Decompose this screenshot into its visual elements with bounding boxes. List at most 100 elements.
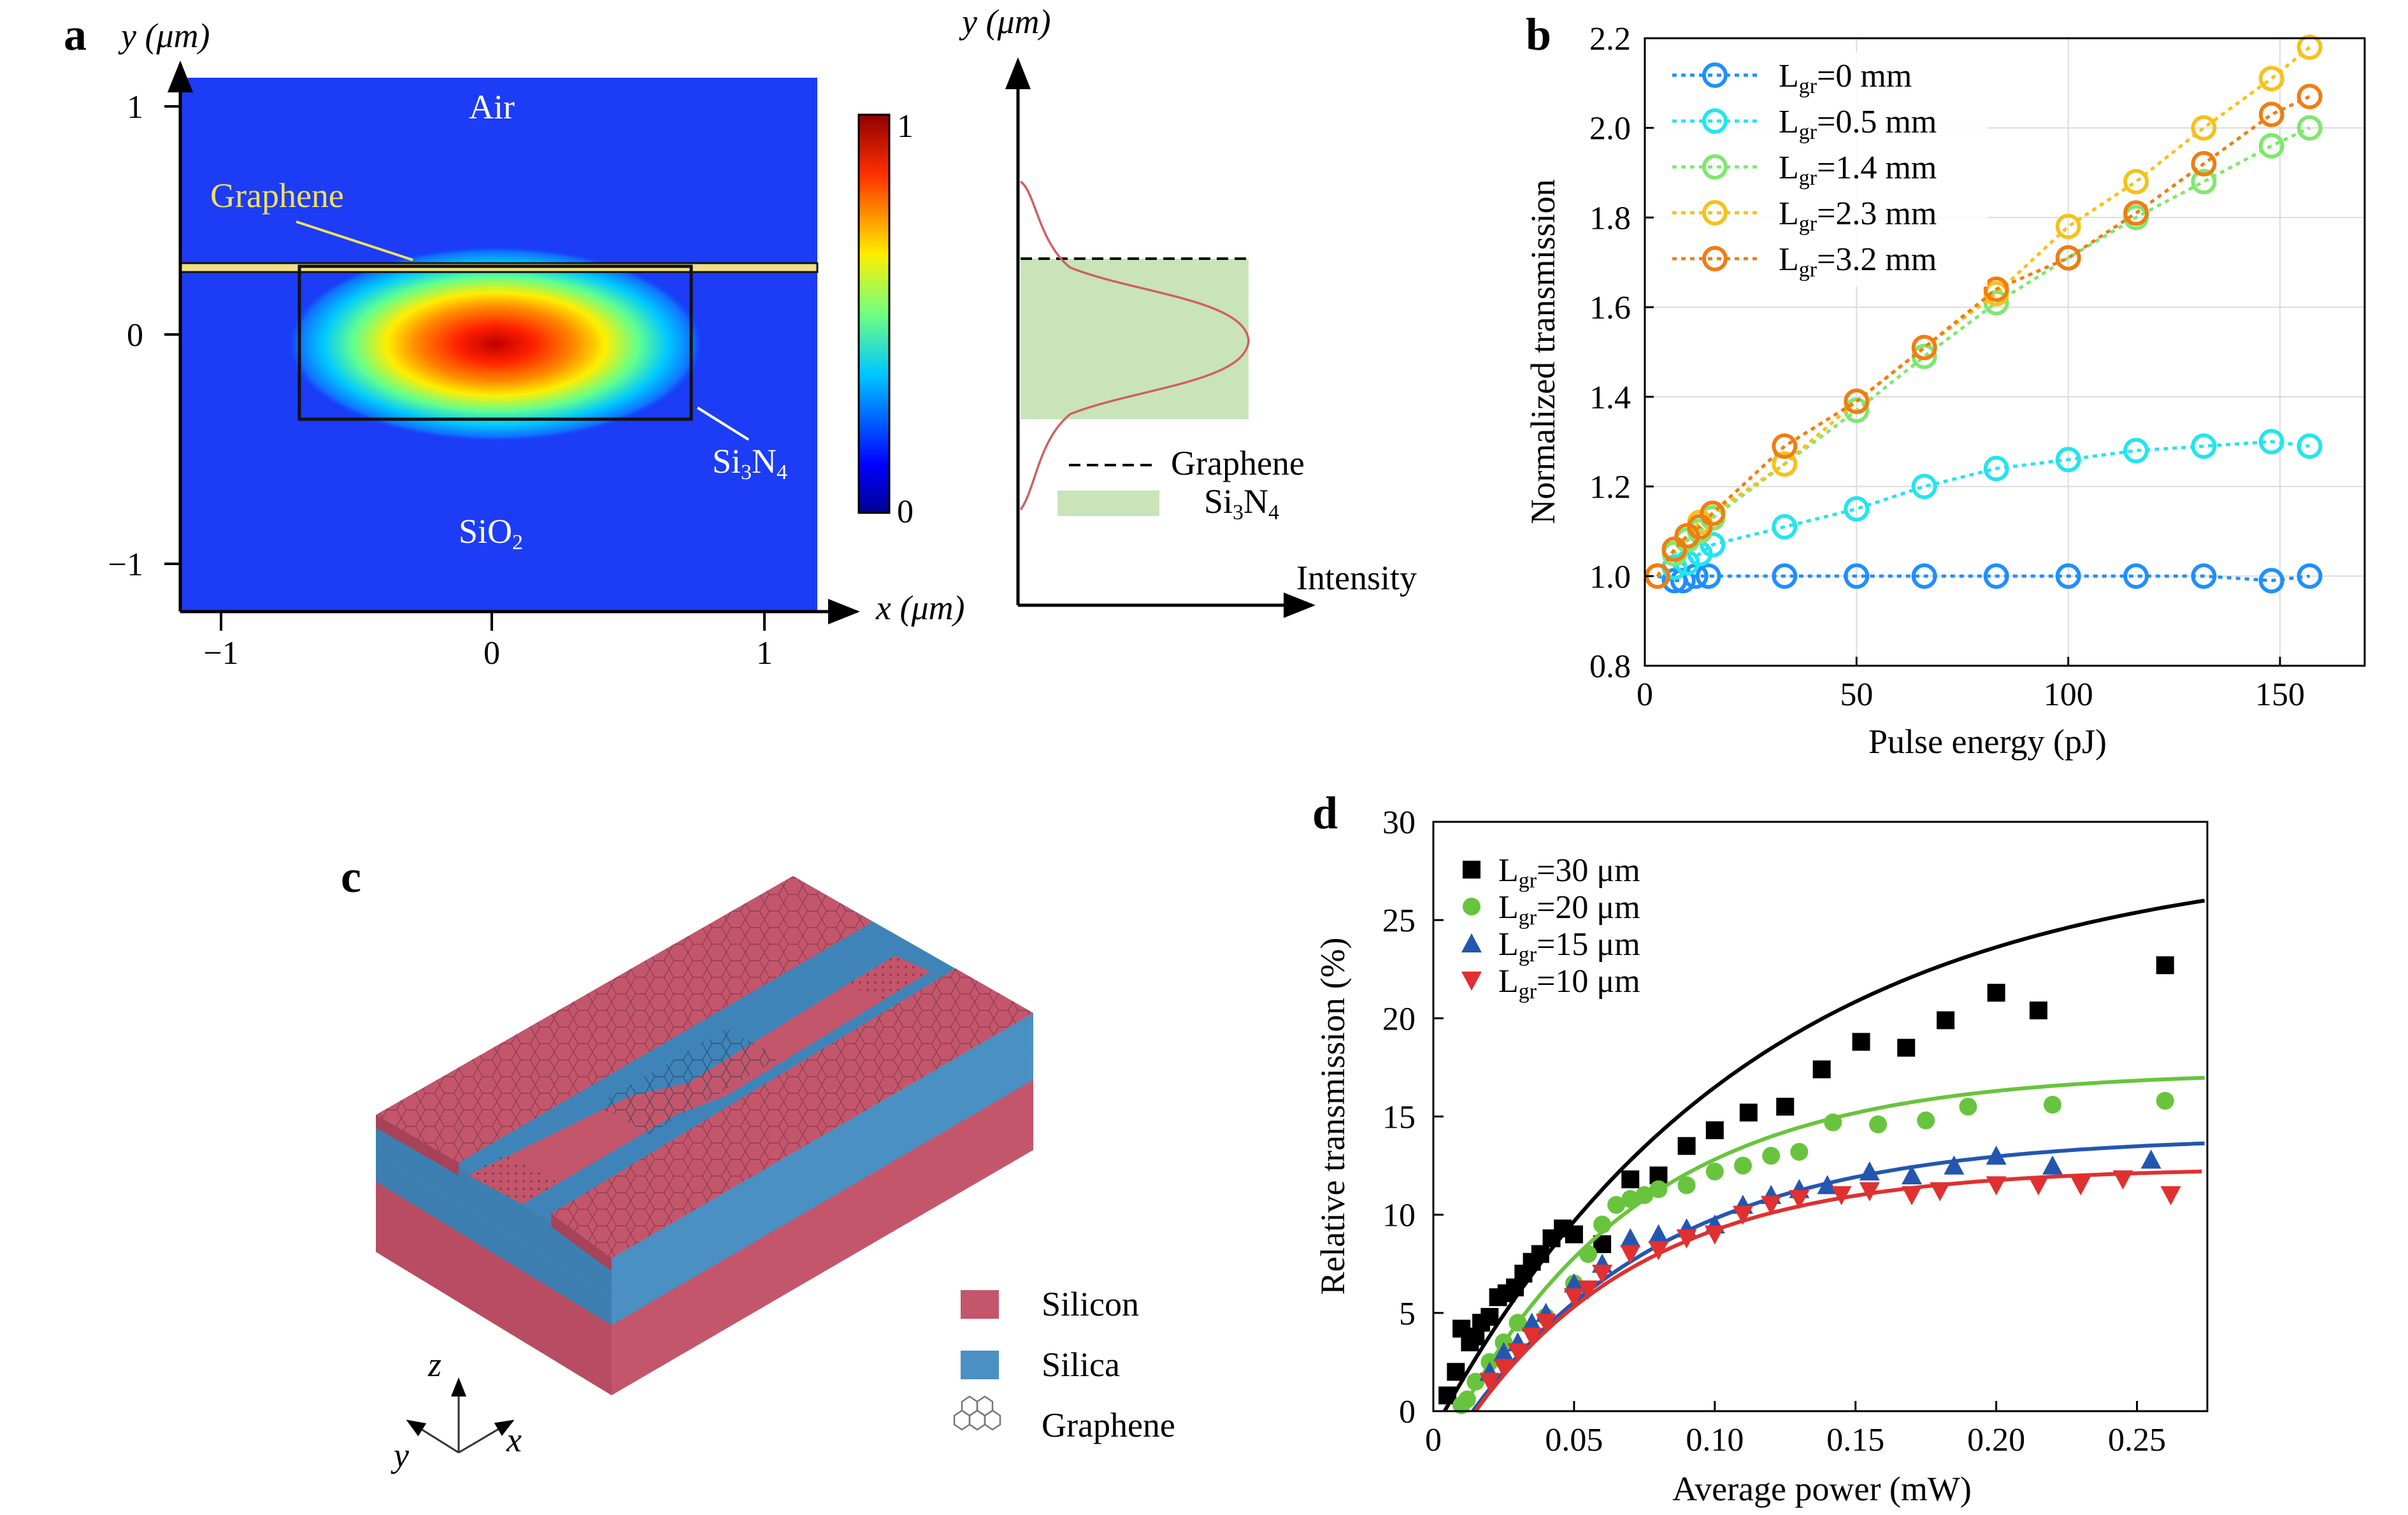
panel-b-data-point	[2123, 200, 2149, 226]
panel-d-y-tick-label: 25	[1382, 903, 1415, 939]
panel-d-data-point	[1789, 1190, 1810, 1209]
panel-a-x-tick-label: 0	[484, 635, 500, 671]
panel-d-data-point	[1521, 1327, 1542, 1347]
panel-d-data-point	[1466, 1372, 1485, 1391]
panel-d-data-point	[1493, 1359, 1514, 1379]
panel-d-legend-swatch	[1463, 861, 1480, 879]
panel-b-data-point	[2123, 438, 2149, 464]
panel-b-data-point	[2191, 115, 2217, 141]
panel-b-legend-label: Lgr=3.2 mm	[1779, 241, 1937, 282]
panel-b-data-point	[2055, 213, 2081, 240]
panel-d-legend-label: Lgr=20 μm	[1498, 889, 1640, 930]
panel-b-data-point	[1772, 563, 1798, 589]
panel-d-data-point	[1902, 1186, 1923, 1205]
panel-d: d 0 0.05 0.10 0.15 0.20 0.25 0 5 10 15 20 25 30 Lgr=…	[1312, 787, 2209, 1508]
panel-d-y-axis-label: Relative transmission (%)	[1314, 938, 1352, 1295]
graphene-label: Graphene	[210, 176, 344, 215]
panel-b-y-tick-label: 0.8	[1589, 649, 1631, 685]
panel-d-data-point	[1648, 1224, 1669, 1244]
panel-b-legend-swatch-marker	[1702, 62, 1728, 88]
panel-b-data-point	[2055, 563, 2081, 589]
graphene-pointer	[296, 220, 413, 261]
panel-b-data-point	[1844, 496, 1870, 522]
panel-d-data-point	[1677, 1137, 1696, 1155]
panel-b-data-point	[2191, 563, 2217, 589]
panel-d-legend-swatch	[1461, 933, 1482, 952]
panel-b-data-point	[1844, 563, 1870, 589]
panel-b-y-tick-label: 1.8	[1589, 200, 1631, 236]
panel-d-y-tick-label: 20	[1382, 1001, 1415, 1037]
panel-a-x-tick-label: 1	[756, 635, 773, 671]
panel-b-data-point	[1844, 388, 1870, 414]
panel-d-letter: d	[1312, 787, 1338, 838]
panel-b-data-point	[2258, 568, 2284, 594]
panel-d-series	[1438, 898, 2205, 1414]
panel-d-data-point	[1831, 1186, 1852, 1205]
panel-d-data-point	[1565, 1225, 1583, 1244]
panel-b-legend-swatch-marker	[1702, 154, 1728, 180]
panel-d-data-point	[1621, 1170, 1640, 1189]
panel-b-data-point	[1687, 513, 1713, 540]
legend-silica-label: Silica	[1042, 1346, 1120, 1384]
panel-b-data-point	[1772, 451, 1798, 477]
panel-d-data-point	[1937, 1011, 1955, 1030]
silica-front-right	[612, 1051, 1033, 1325]
panel-d-data-point	[1761, 1196, 1782, 1216]
panel-b-plot-frame	[1644, 37, 2366, 667]
panel-b-data-point	[1661, 536, 1688, 563]
panel-b-legend-swatch-marker	[1702, 246, 1728, 271]
panel-d-data-point	[1704, 1225, 1725, 1245]
panel-d-data-point	[1620, 1245, 1641, 1265]
panel-d-y-tick-label: 5	[1399, 1296, 1415, 1332]
panel-b-x-axis-label: Pulse energy (pJ)	[1868, 722, 2107, 761]
panel-b-x-tick-label: 150	[2255, 677, 2305, 713]
colorbar	[857, 113, 891, 514]
legend-silicon-label: Silicon	[1042, 1285, 1139, 1323]
panel-b-legend-swatch-marker	[1702, 200, 1728, 226]
panel-a-letter: a	[64, 9, 87, 60]
panel-b-series-line	[1656, 126, 2311, 577]
panel-d-data-point	[1607, 1196, 1626, 1214]
panel-d-data-point	[1852, 1033, 1870, 1051]
region-air-label: Air	[469, 88, 515, 126]
panel-d-data-point	[1480, 1308, 1499, 1326]
panel-b-data-point	[2123, 169, 2149, 195]
panel-d-legend-label: Lgr=10 μm	[1498, 963, 1640, 1003]
panel-b-data-point	[2297, 115, 2323, 141]
panel-d-data-point	[1776, 1098, 1795, 1116]
panel-d-data-point	[1824, 1113, 1842, 1131]
panel-b-data-point	[2191, 433, 2217, 459]
panel-b-y-tick-label: 2.2	[1589, 21, 1631, 57]
panel-b-data-point	[1700, 500, 1726, 526]
panel-b-series-line	[1656, 440, 2310, 578]
panel-d-y-tick-label: 10	[1382, 1198, 1415, 1234]
panel-d-data-point	[1458, 1390, 1477, 1409]
panel-d-data-point	[1859, 1161, 1880, 1181]
panel-b-data-point	[2258, 429, 2284, 455]
panel-d-data-point	[1739, 1103, 1758, 1122]
panel-b-series	[1644, 34, 2323, 594]
panel-b-y-tick-label: 1.6	[1589, 290, 1631, 326]
panel-b-data-point	[2123, 563, 2149, 589]
panel-d-data-point	[1930, 1182, 1951, 1202]
panel-d-data-point	[1507, 1343, 1528, 1363]
panel-d-data-point	[1897, 1038, 1916, 1057]
panel-b-data-point	[1695, 563, 1721, 589]
panel-b-data-point	[2258, 101, 2284, 127]
panel-d-x-tick-label: 0	[1425, 1422, 1442, 1458]
si3n4-label: Si3N4	[712, 442, 787, 484]
profile-x-axis-label: Intensity	[1296, 559, 1417, 597]
panel-b-data-point	[1911, 563, 1937, 589]
panel-d-x-axis-label: Average power (mW)	[1672, 1470, 1972, 1508]
panel-d-data-point	[1817, 1175, 1838, 1195]
panel-d-data-point	[2028, 1176, 2049, 1196]
panel-b-data-point	[2055, 245, 2081, 271]
colorbar-max-label: 1	[897, 108, 914, 145]
panel-d-data-point	[1509, 1314, 1527, 1332]
panel-d-data-point	[1676, 1229, 1697, 1249]
panel-a-y-axis-label: y (μm)	[118, 17, 210, 55]
coord-z-label: z	[427, 1346, 441, 1384]
panel-a-y-tick-label: 1	[127, 89, 143, 126]
panel-d-data-point	[1959, 1098, 1977, 1116]
